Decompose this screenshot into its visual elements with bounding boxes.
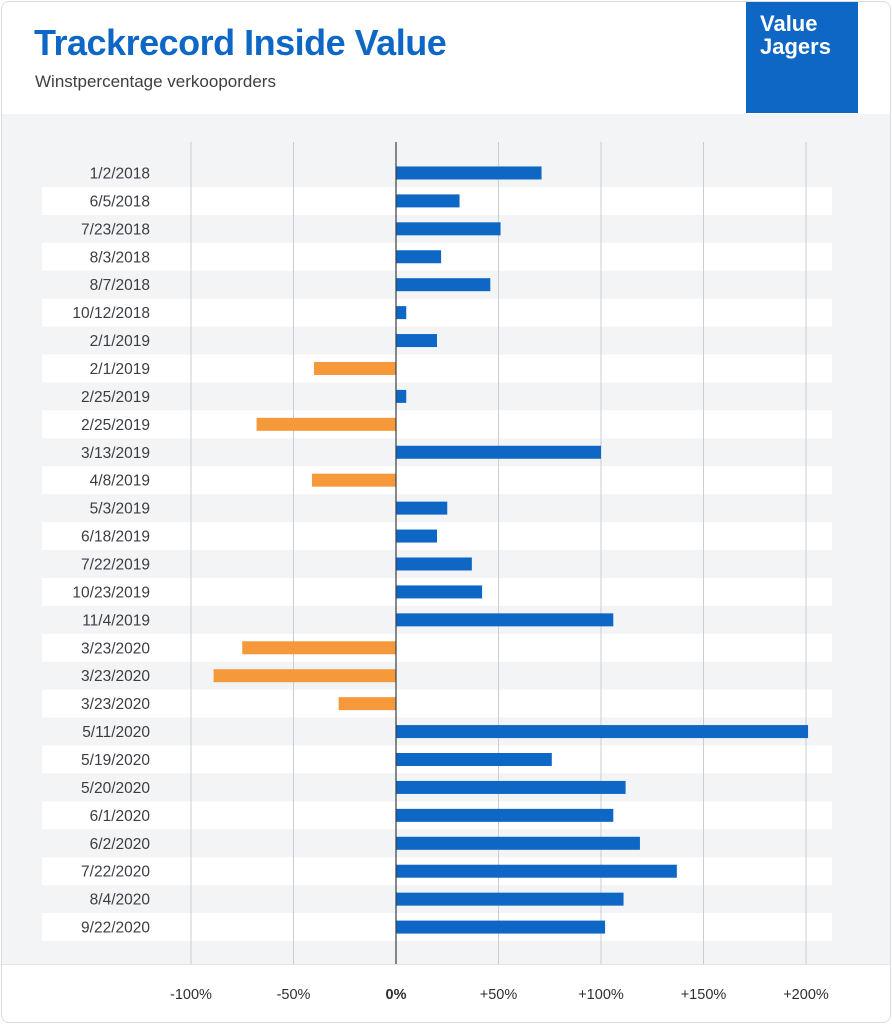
bar xyxy=(396,864,677,878)
bar xyxy=(242,641,396,655)
category-label: 10/23/2019 xyxy=(72,584,150,601)
category-label: 8/4/2020 xyxy=(90,892,151,909)
category-label: 4/8/2019 xyxy=(90,473,150,490)
category-label: 7/22/2020 xyxy=(81,864,150,881)
bar xyxy=(311,473,396,487)
bar xyxy=(396,725,809,739)
category-label: 5/3/2019 xyxy=(90,501,150,518)
category-label: 3/23/2020 xyxy=(81,668,150,685)
bar xyxy=(396,222,501,236)
bar xyxy=(396,836,640,850)
bar xyxy=(338,697,396,711)
category-label: 8/3/2018 xyxy=(90,249,150,266)
bar xyxy=(396,389,407,403)
category-label: 6/18/2019 xyxy=(81,529,150,546)
category-label: 1/2/2018 xyxy=(90,165,150,182)
bar xyxy=(396,334,437,348)
row-stripe xyxy=(42,354,832,383)
bar xyxy=(396,501,448,515)
bar xyxy=(396,166,542,180)
category-label: 3/23/2020 xyxy=(81,640,150,657)
category-label: 6/2/2020 xyxy=(90,836,151,853)
category-label: 5/20/2020 xyxy=(81,780,150,797)
category-label: 7/23/2018 xyxy=(81,221,150,238)
row-stripe xyxy=(42,298,832,327)
x-tick-label: 0% xyxy=(386,987,407,1003)
category-label: 5/19/2020 xyxy=(81,752,150,769)
x-tick-label: +50% xyxy=(480,987,518,1003)
bar xyxy=(396,557,472,571)
bar xyxy=(396,445,601,459)
bar xyxy=(314,361,396,375)
bar xyxy=(396,278,491,292)
x-tick-label: +150% xyxy=(681,987,727,1003)
x-axis-band xyxy=(2,964,890,1022)
logo-line-1: Value xyxy=(760,11,818,36)
page-subtitle: Winstpercentage verkooporders xyxy=(35,72,276,91)
bar xyxy=(396,250,442,264)
category-label: 3/13/2019 xyxy=(81,445,150,462)
header: Trackrecord Inside Value Winstpercentage… xyxy=(2,2,890,114)
bar xyxy=(396,780,626,794)
bar xyxy=(396,194,460,208)
bar xyxy=(396,585,483,599)
bar xyxy=(396,752,552,766)
page-title: Trackrecord Inside Value xyxy=(34,22,447,63)
bar xyxy=(396,306,407,320)
category-label: 2/25/2019 xyxy=(81,417,150,434)
row-stripe xyxy=(42,410,832,439)
category-label: 6/1/2020 xyxy=(90,808,151,825)
bar xyxy=(396,529,437,543)
category-label: 7/22/2019 xyxy=(81,556,150,573)
bar xyxy=(396,920,606,934)
logo-line-2: Jagers xyxy=(760,34,831,59)
row-stripe xyxy=(42,689,832,718)
category-label: 2/1/2019 xyxy=(90,333,150,350)
category-label: 3/23/2020 xyxy=(81,696,150,713)
category-label: 11/4/2019 xyxy=(82,612,150,629)
category-label: 2/1/2019 xyxy=(90,361,150,378)
row-stripe xyxy=(42,466,832,495)
category-label: 9/22/2020 xyxy=(81,920,150,937)
bar xyxy=(396,892,624,906)
category-label: 5/11/2020 xyxy=(82,724,150,741)
x-tick-label: -100% xyxy=(170,987,212,1003)
x-tick-label: -50% xyxy=(277,987,311,1003)
bar xyxy=(213,669,396,683)
category-label: 6/5/2018 xyxy=(90,193,150,210)
category-label: 10/12/2018 xyxy=(72,305,150,322)
category-label: 2/25/2019 xyxy=(81,389,150,406)
bar xyxy=(256,417,396,431)
category-label: 8/7/2018 xyxy=(90,277,150,294)
x-tick-label: +100% xyxy=(578,987,624,1003)
bar xyxy=(396,808,614,822)
brand-logo: Value Jagers xyxy=(746,2,858,113)
row-stripe xyxy=(42,633,832,662)
bar xyxy=(396,613,614,627)
x-tick-label: +200% xyxy=(783,987,829,1003)
